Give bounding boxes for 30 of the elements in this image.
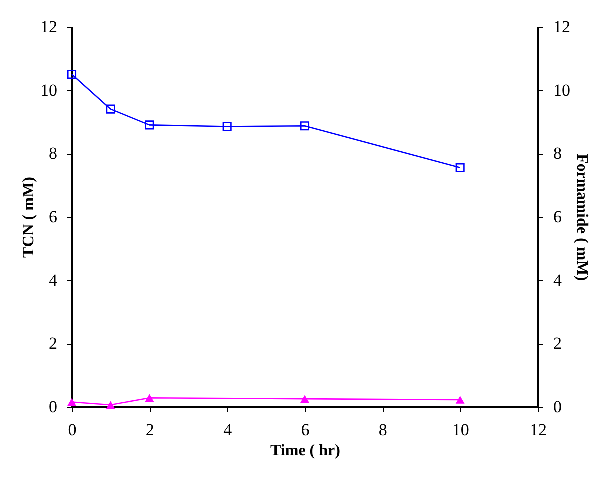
- y2-tick-label: 4: [554, 270, 562, 290]
- x-tick-label: 12: [530, 420, 547, 440]
- x-tick-label: 8: [378, 420, 388, 440]
- point: [67, 70, 77, 80]
- x-tick-label: 4: [224, 420, 233, 440]
- y2-tick-label: 0: [554, 398, 562, 416]
- y-tick-label: 2: [49, 334, 58, 354]
- x-tick-label: 10: [452, 420, 470, 440]
- y2-tick-label: 12: [554, 18, 570, 36]
- y-tick-label: 6: [49, 208, 58, 226]
- y-tick-label: 0: [49, 398, 58, 416]
- y2-axis-title: Formamide ( mM): [574, 154, 590, 282]
- point: [222, 122, 232, 132]
- point: [300, 122, 310, 131]
- x-tick-label: 6: [301, 420, 310, 440]
- y-tick-label: 4: [49, 270, 58, 290]
- x-axis-title: Time ( hr): [270, 442, 340, 460]
- y2-tick-label: 8: [554, 144, 562, 164]
- y-tick-label: 12: [40, 18, 58, 36]
- y-tick-label: 10: [40, 80, 58, 100]
- y-axis-title: TCN ( mM): [20, 177, 38, 258]
- x-tick-label: 0: [68, 420, 77, 440]
- point: [145, 120, 154, 130]
- y2-tick-label: 2: [554, 334, 562, 354]
- y2-tick-label: 6: [554, 208, 562, 226]
- point: [106, 104, 116, 114]
- point: [456, 163, 465, 172]
- y-tick-label: 8: [49, 144, 58, 164]
- y2-tick-label: 10: [554, 80, 570, 100]
- x-tick-label: 2: [146, 420, 154, 440]
